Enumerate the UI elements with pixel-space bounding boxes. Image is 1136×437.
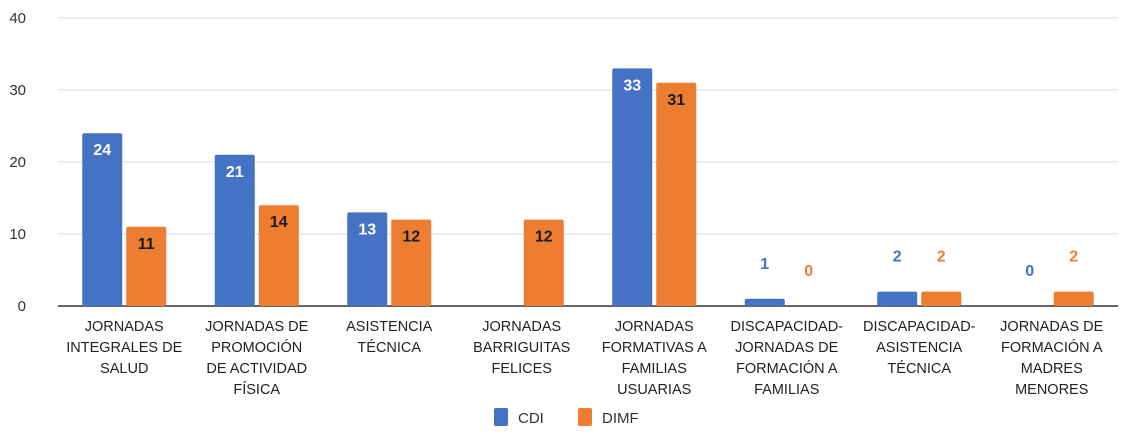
legend-swatch-dimf (578, 408, 592, 426)
data-label-cdi-1: 21 (226, 164, 244, 181)
category-label: PROMOCIÓN (211, 339, 302, 356)
category-label: FÍSICA (233, 381, 280, 398)
category-label: JORNADAS (85, 319, 164, 335)
y-tick-label: 30 (9, 82, 26, 99)
data-label-dimf-1: 14 (270, 214, 288, 231)
data-label-dimf-2: 12 (402, 229, 420, 246)
category-label: USUARIAS (617, 382, 691, 398)
data-label-dimf-4: 31 (667, 92, 685, 109)
bars (82, 68, 1094, 307)
bar-cdi-2 (347, 212, 388, 306)
category-label: JORNADAS DE (205, 319, 308, 335)
data-label-dimf-6: 2 (937, 249, 946, 266)
data-label-cdi-0: 24 (93, 142, 111, 159)
y-axis-ticks: 0 10 20 30 40 (9, 10, 26, 315)
bar-dimf-3 (523, 219, 564, 306)
category-label: BARRIGUITAS (473, 340, 570, 356)
category-label: FAMILIAS (754, 382, 819, 398)
data-label-dimf-7: 2 (1069, 249, 1078, 266)
category-label: DISCAPACIDAD- (863, 319, 976, 335)
x-axis-categories: JORNADAS INTEGRALES DE SALUD JORNADAS DE PRO… (66, 319, 1103, 398)
y-tick-label: 20 (9, 154, 26, 171)
category-label: FELICES (492, 361, 552, 377)
bar-dimf-4 (656, 82, 697, 306)
category-label: TÉCNICA (887, 360, 951, 377)
category-label: SALUD (100, 361, 148, 377)
y-tick-label: 0 (18, 298, 26, 315)
y-tick-label: 40 (9, 10, 26, 27)
bar-dimf-6 (921, 291, 962, 306)
data-label-cdi-7: 0 (1025, 263, 1034, 280)
category-label: JORNADAS DE (735, 340, 838, 356)
bar-cdi-5 (744, 298, 785, 306)
category-label: FAMILIAS (622, 361, 687, 377)
bar-dimf-0 (126, 226, 167, 306)
data-label-dimf-3: 12 (535, 229, 553, 246)
category-label: DISCAPACIDAD- (730, 319, 843, 335)
category-label: DE ACTIVIDAD (206, 361, 307, 377)
bar-cdi-4 (612, 68, 653, 307)
bar-labels: 24 11 21 14 13 12 12 33 31 1 0 2 2 0 2 (93, 77, 1078, 280)
legend-swatch-cdi (494, 408, 508, 426)
bar-cdi-6 (877, 291, 918, 306)
legend: CDI DIMF (494, 408, 639, 427)
data-label-cdi-5: 1 (760, 256, 769, 273)
category-label: FORMACIÓN A (1001, 339, 1103, 356)
legend-label-cdi: CDI (518, 410, 544, 427)
category-label: MADRES (1021, 361, 1083, 377)
bar-cdi-0 (82, 133, 123, 306)
data-label-cdi-6: 2 (893, 249, 902, 266)
category-label: INTEGRALES DE (66, 340, 182, 356)
category-label: TÉCNICA (357, 339, 421, 356)
legend-label-dimf: DIMF (602, 410, 639, 427)
category-label: ASISTENCIA (346, 319, 433, 335)
category-label: JORNADAS (615, 319, 694, 335)
data-label-dimf-5: 0 (804, 263, 813, 280)
category-label: FORMATIVAS A (602, 340, 707, 356)
category-label: FORMACIÓN A (736, 360, 838, 377)
category-label: ASISTENCIA (876, 340, 963, 356)
bar-cdi-1 (214, 154, 255, 306)
bar-dimf-7 (1053, 291, 1094, 306)
data-label-dimf-0: 11 (138, 236, 155, 253)
data-label-cdi-4: 33 (623, 77, 641, 94)
category-label: JORNADAS (482, 319, 561, 335)
data-label-cdi-2: 13 (358, 221, 376, 238)
y-tick-label: 10 (9, 226, 26, 243)
category-label: MENORES (1015, 382, 1088, 398)
bar-dimf-1 (258, 205, 299, 306)
category-label: JORNADAS DE (1000, 319, 1103, 335)
bar-dimf-2 (391, 219, 432, 306)
